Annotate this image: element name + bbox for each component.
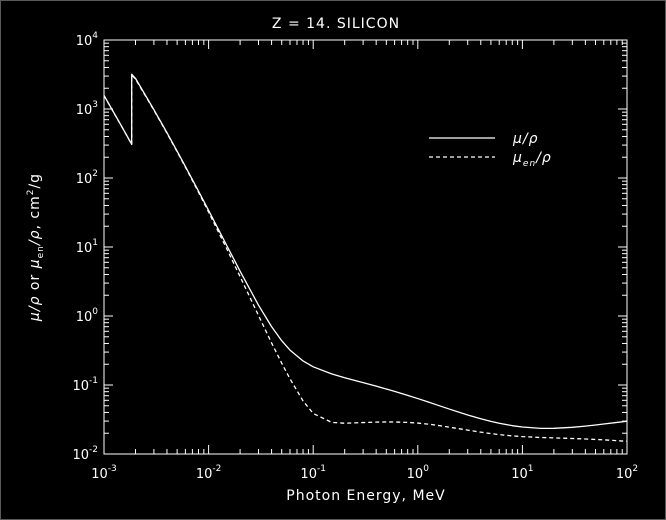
data-curves bbox=[103, 73, 628, 442]
series-mu-rho-line bbox=[103, 73, 628, 430]
y-tick-label: 103 bbox=[76, 100, 98, 118]
chart-title: Z = 14. SILICON bbox=[272, 16, 400, 32]
x-tick-label: 10-2 bbox=[196, 464, 222, 482]
y-tick-label: 10-1 bbox=[72, 376, 98, 394]
legend: μ/ρ μen/ρ bbox=[429, 131, 552, 169]
y-tick-label: 101 bbox=[76, 238, 98, 256]
x-tick-label: 100 bbox=[407, 464, 430, 482]
x-tick-label: 10-1 bbox=[300, 464, 326, 482]
y-tick-label: 104 bbox=[76, 31, 99, 49]
y-axis-label: μ/ρ or μen/ρ, cm2/g bbox=[26, 173, 46, 322]
plot-frame bbox=[103, 39, 628, 455]
y-tick-label: 102 bbox=[76, 169, 98, 187]
legend-label-mu-rho: μ/ρ bbox=[512, 131, 539, 147]
y-tick-label: 10-2 bbox=[72, 445, 98, 463]
x-tick-label: 102 bbox=[616, 464, 638, 482]
x-axis-label: Photon Energy, MeV bbox=[286, 488, 445, 504]
x-tick-label: 101 bbox=[511, 464, 533, 482]
series-mu-en-rho-line bbox=[103, 74, 628, 442]
y-tick-label: 100 bbox=[76, 307, 99, 325]
legend-label-mu-en-rho: μen/ρ bbox=[512, 150, 552, 169]
axis-tick-labels: 10-3 10-2 10-1 100 101 10210-210-110010110210… bbox=[72, 31, 638, 482]
axis-ticks bbox=[103, 39, 628, 455]
x-tick-label: 10-3 bbox=[91, 464, 117, 482]
